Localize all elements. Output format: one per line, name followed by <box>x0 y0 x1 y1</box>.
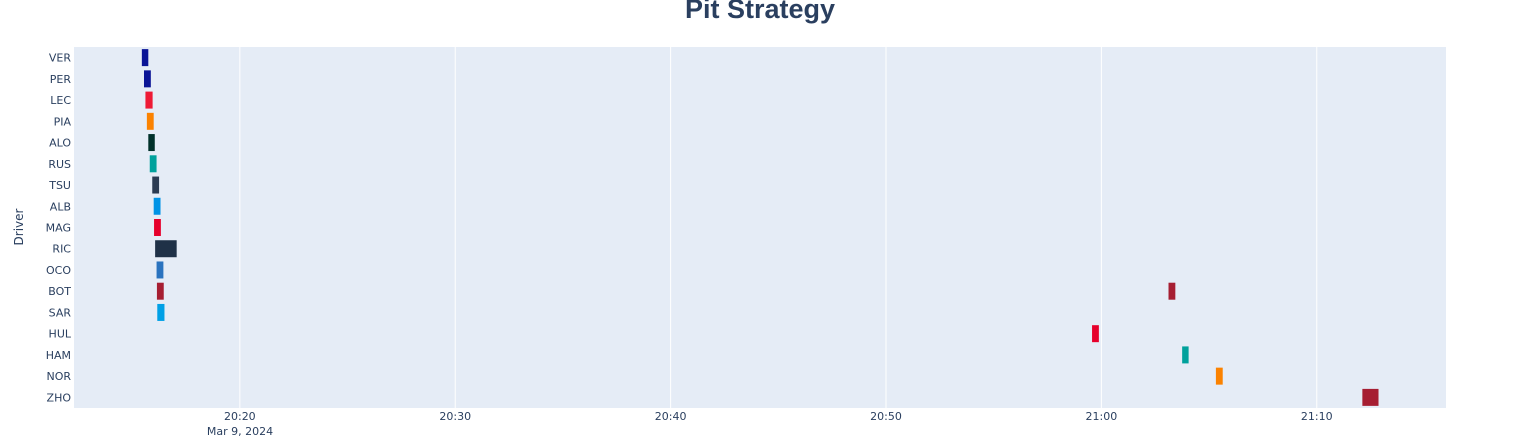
y-axis-ticks: VER PER LEC PIA ALO RUS TSU ALB MAG RIC OCO BOT SAR H… <box>46 52 72 405</box>
y-axis-title: Driver <box>12 208 26 245</box>
pit-bar[interactable] <box>152 176 160 194</box>
chart-title: Pit Strategy <box>685 0 835 24</box>
x-axis-ticks: 20:20 20:30 20:40 20:50 21:00 21:10 <box>224 410 1333 423</box>
y-tick-label: VER <box>49 52 71 65</box>
pit-bar[interactable] <box>156 261 164 279</box>
x-tick-label: 21:00 <box>1086 410 1118 423</box>
gridlines <box>239 47 1318 408</box>
pit-bar[interactable] <box>1215 367 1223 385</box>
y-tick-label: PER <box>50 73 72 86</box>
pit-bar[interactable] <box>1182 346 1189 364</box>
y-tick-label: BOT <box>48 285 71 298</box>
pit-bar[interactable] <box>144 70 151 88</box>
pit-bar[interactable] <box>148 134 155 152</box>
y-tick-label: LEC <box>50 94 71 107</box>
pit-bar[interactable] <box>157 303 165 321</box>
pit-bars <box>141 49 1379 406</box>
x-tick-label: 20:40 <box>655 410 687 423</box>
x-tick-label: 20:30 <box>439 410 471 423</box>
y-tick-label: RUS <box>48 158 71 171</box>
pit-bar[interactable] <box>155 240 177 258</box>
x-tick-label: 20:50 <box>870 410 902 423</box>
y-tick-label: SAR <box>49 306 72 319</box>
y-tick-label: RIC <box>52 243 71 256</box>
y-tick-label: ZHO <box>47 391 72 404</box>
plot-area <box>74 47 1446 408</box>
y-tick-label: ALO <box>49 137 71 150</box>
pit-bar[interactable] <box>141 49 149 67</box>
pit-bar[interactable] <box>1362 388 1379 406</box>
pit-bar[interactable] <box>146 112 154 130</box>
y-tick-label: PIA <box>54 115 72 128</box>
pit-bar[interactable] <box>154 219 161 236</box>
pit-bar[interactable] <box>145 91 153 109</box>
x-tick-label: 20:20 <box>224 410 256 423</box>
y-tick-label: HUL <box>49 328 72 341</box>
pit-bar[interactable] <box>1092 325 1099 343</box>
y-tick-label: OCO <box>46 264 71 277</box>
pit-bar[interactable] <box>1168 282 1176 300</box>
pit-bar[interactable] <box>149 155 157 173</box>
x-tick-label: 21:10 <box>1301 410 1333 423</box>
y-tick-label: ALB <box>50 200 71 213</box>
y-tick-label: NOR <box>46 370 71 383</box>
y-tick-label: TSU <box>48 179 71 192</box>
x-axis-date-label: Mar 9, 2024 <box>207 425 273 438</box>
y-tick-label: MAG <box>46 222 71 235</box>
pit-bar[interactable] <box>153 197 161 215</box>
y-tick-label: HAM <box>46 349 71 362</box>
pit-bar[interactable] <box>156 282 164 300</box>
